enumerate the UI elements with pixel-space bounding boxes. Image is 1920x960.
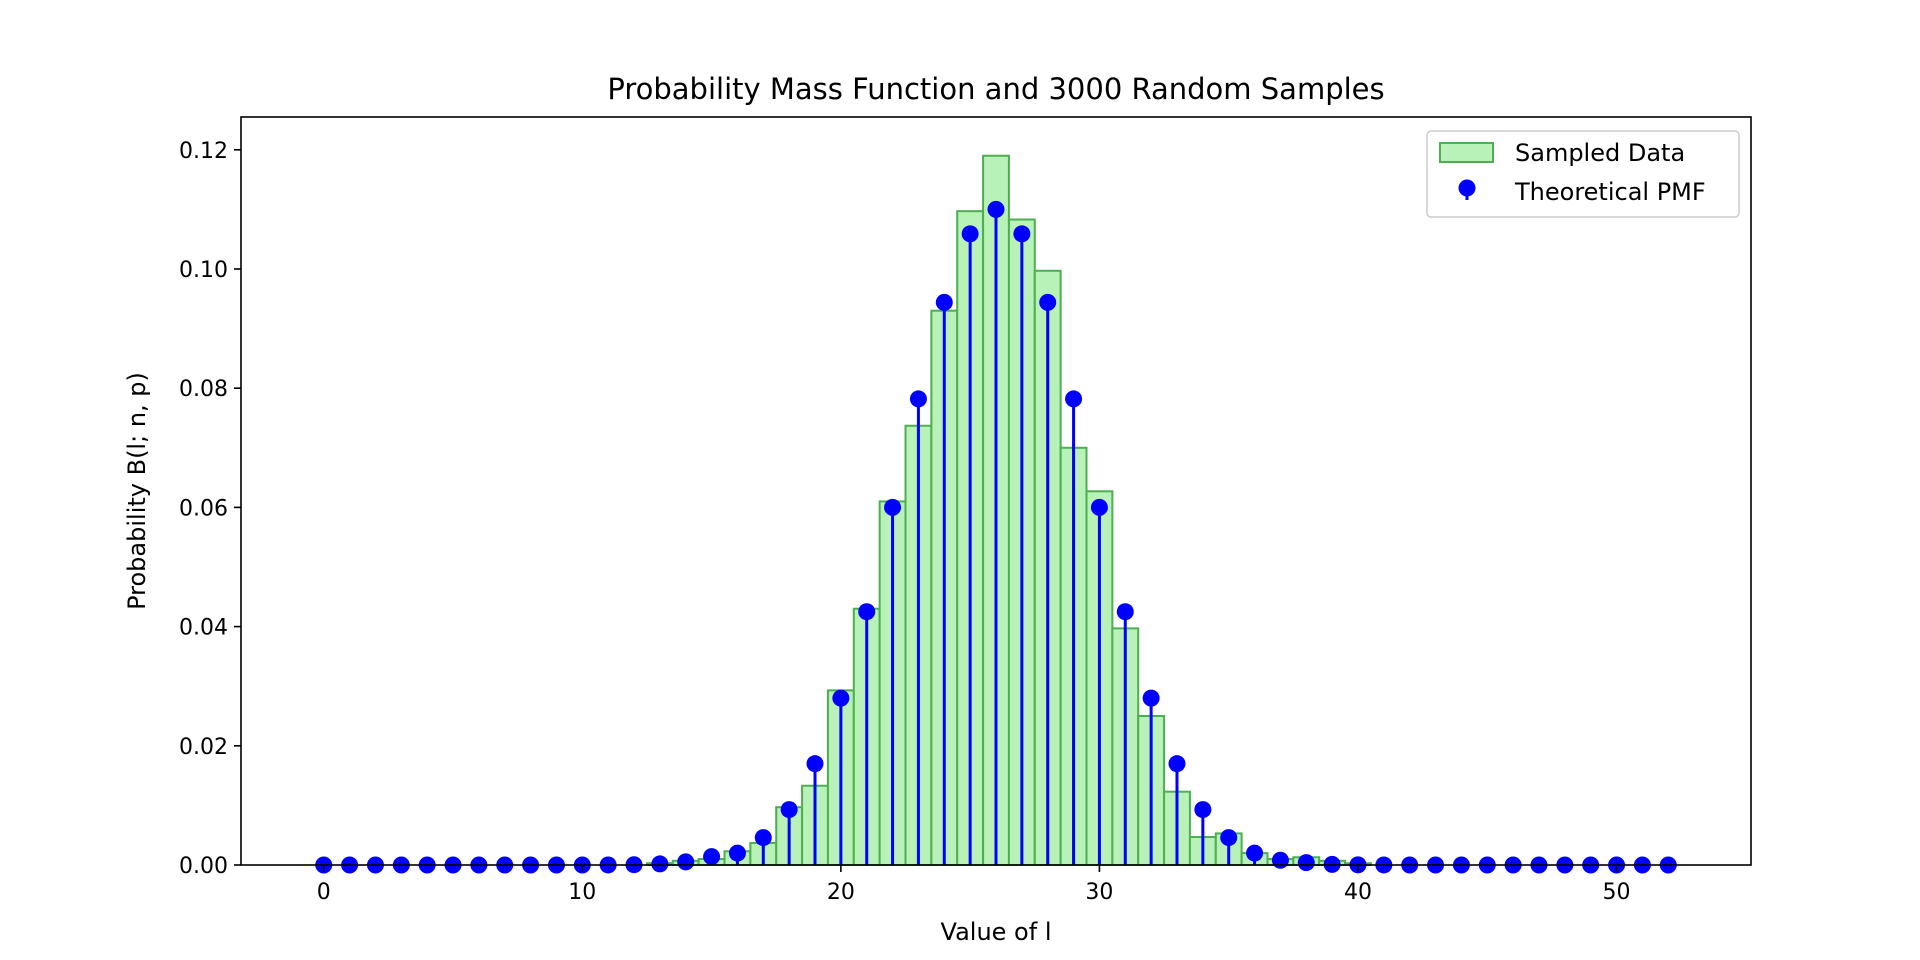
pmf-marker [1065,390,1083,408]
pmf-marker [806,755,824,773]
pmf-marker [832,689,850,707]
legend-label-sampled-data: Sampled Data [1515,139,1685,167]
pmf-marker [1271,851,1289,869]
legend: Sampled Data Theoretical PMF [1426,130,1740,218]
pmf-marker [1013,225,1031,243]
pmf-marker [1039,293,1057,311]
pmf-marker [987,200,1005,218]
x-tick-label: 20 [827,880,855,905]
plot-area-frame [240,116,1752,866]
y-tick-label: 0.10 [179,258,228,283]
y-tick-label: 0.00 [179,854,228,879]
pmf-marker [728,844,746,862]
x-tick-label: 50 [1603,880,1631,905]
y-tick-label: 0.04 [179,616,228,641]
pmf-marker [703,848,721,866]
x-axis-ticks: 0 10 20 30 40 50 [317,865,1631,905]
pmf-marker [909,390,927,408]
pmf-marker [1142,689,1160,707]
pmf-marker [884,498,902,516]
pmf-marker [1246,844,1264,862]
pmf-marker [1116,603,1134,621]
y-tick-label: 0.02 [179,735,228,760]
pmf-marker [780,801,798,819]
chart-title: Probability Mass Function and 3000 Rando… [607,72,1384,106]
x-axis-label: Value of l [941,918,1052,946]
pmf-marker [935,293,953,311]
x-tick-label: 10 [568,880,596,905]
legend-swatch-sampled-data [1439,142,1494,163]
x-tick-label: 0 [317,880,331,905]
y-tick-label: 0.08 [179,377,228,402]
y-tick-label: 0.06 [179,496,228,521]
pmf-marker [961,225,979,243]
legend-box [1426,130,1740,218]
y-tick-label: 0.12 [179,139,228,164]
y-axis-label: Probability B(l; n, p) [123,372,151,610]
x-tick-label: 40 [1344,880,1372,905]
pmf-marker [1194,801,1212,819]
pmf-marker [1220,829,1238,847]
pmf-marker [1090,498,1108,516]
pmf-marker [651,855,669,873]
pmf-marker [858,603,876,621]
x-tick-label: 30 [1085,880,1113,905]
pmf-marker [677,853,695,871]
pmf-marker [754,829,772,847]
legend-label-theoretical-pmf: Theoretical PMF [1514,178,1706,206]
legend-swatch-pmf-marker [1458,179,1476,197]
y-axis-ticks: 0.00 0.02 0.04 0.06 0.08 0.10 0.12 [179,139,241,879]
pmf-marker [1297,854,1315,872]
pmf-marker [1168,755,1186,773]
